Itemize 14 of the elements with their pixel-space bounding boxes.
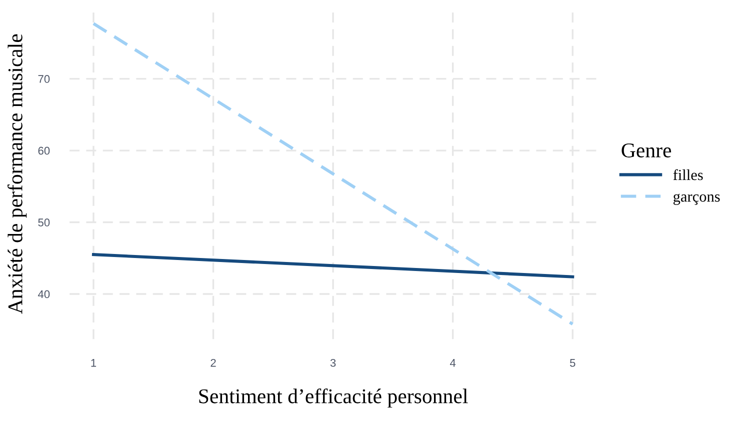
x-tick-label: 4 xyxy=(450,359,456,367)
legend-title: Genre xyxy=(622,143,672,158)
y-tick-label: 40 xyxy=(38,290,50,298)
x-tick-label: 1 xyxy=(91,359,96,367)
x-axis-title: Sentiment d’efficacité personnel xyxy=(199,388,468,408)
y-tick-label: 70 xyxy=(38,75,50,83)
y-axis-title: Anxiété de performance musicale xyxy=(8,34,27,314)
x-tick-label: 3 xyxy=(330,358,336,367)
y-tick-label: 50 xyxy=(38,218,50,226)
legend-label: garçons xyxy=(673,194,720,205)
x-tick-label: 5 xyxy=(570,359,576,367)
y-tick-label: 60 xyxy=(38,146,50,155)
x-tick-label: 2 xyxy=(210,358,216,367)
legend-label: filles xyxy=(673,169,703,180)
